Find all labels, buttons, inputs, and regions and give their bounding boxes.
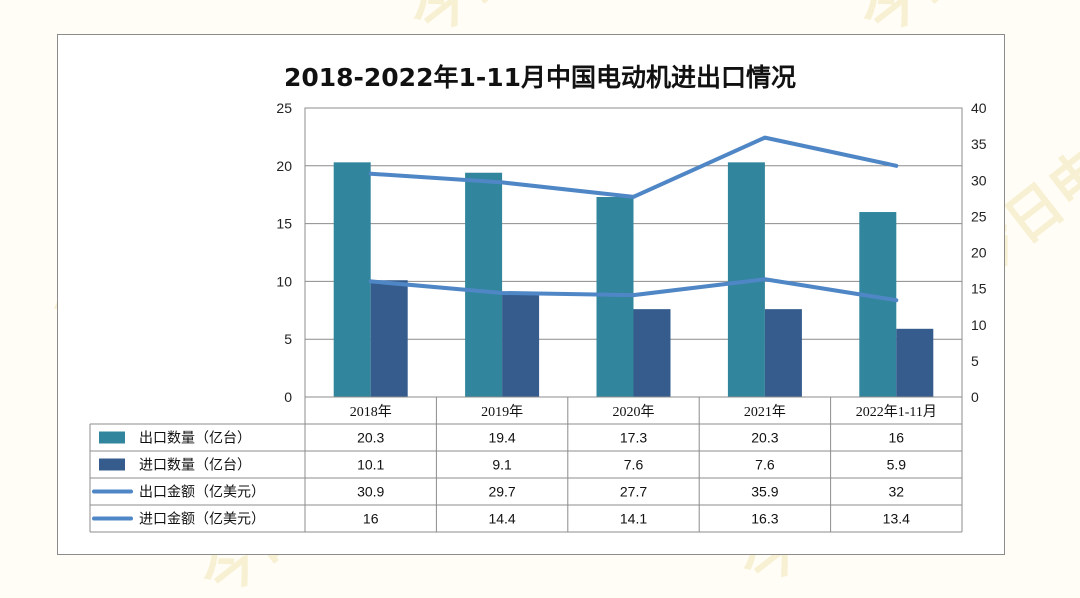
table-cell: 14.4: [488, 511, 515, 527]
table-cell: 13.4: [883, 511, 910, 527]
y-left-tick-label: 25: [276, 100, 292, 116]
bar-export-qty: [859, 212, 897, 397]
y-right-tick-label: 25: [971, 208, 987, 224]
table-cell: 5.9: [887, 457, 907, 473]
bar-import-qty: [896, 328, 934, 397]
y-left-tick-label: 20: [276, 158, 292, 174]
table-cell: 7.6: [624, 457, 644, 473]
bar-export-qty: [465, 172, 503, 397]
y-left-tick-label: 10: [276, 273, 292, 289]
table-cell: 16: [889, 430, 905, 446]
table-cell: 16: [363, 511, 379, 527]
legend-label: 进口数量（亿台）: [139, 458, 251, 474]
line-import-value: [368, 277, 899, 303]
y-left-tick-label: 15: [276, 216, 292, 232]
bar-import-qty: [764, 309, 802, 397]
table-cell: 20.3: [357, 430, 384, 446]
y-right-tick-label: 10: [971, 317, 987, 333]
table-cell: 29.7: [488, 484, 515, 500]
table-cell: 10.1: [357, 457, 384, 473]
table-cell: 27.7: [620, 484, 647, 500]
table-cell: 17.3: [620, 430, 647, 446]
table-cell: 30.9: [357, 484, 384, 500]
bar-export-qty: [333, 162, 371, 397]
bar-import-qty: [633, 309, 671, 397]
y-right-tick-label: 5: [971, 353, 979, 369]
x-category-label: 2022年1-11月: [856, 404, 937, 420]
legend-label: 进口金额（亿美元）: [139, 512, 265, 528]
y-right-tick-label: 0: [971, 389, 979, 405]
table-cell: 19.4: [488, 430, 515, 446]
legend-swatch: [99, 431, 125, 444]
y-right-tick-label: 20: [971, 245, 987, 261]
table-cell: 7.6: [755, 457, 775, 473]
bar-import-qty: [370, 280, 408, 397]
table-cell: 20.3: [751, 430, 778, 446]
x-category-label: 2019年: [481, 404, 523, 420]
y-right-tick-label: 30: [971, 172, 987, 188]
x-category-label: 2018年: [350, 404, 392, 420]
x-category-label: 2021年: [744, 404, 786, 420]
y-left-tick-label: 5: [284, 331, 292, 347]
table-cell: 32: [889, 484, 905, 500]
y-left-tick-label: 0: [284, 389, 292, 405]
table-cell: 9.1: [492, 457, 512, 473]
legend-swatch: [99, 458, 125, 471]
bar-import-qty: [502, 291, 540, 397]
line-export-value: [368, 135, 899, 199]
chart-title: 2018-2022年1-11月中国电动机进出口情况: [283, 63, 797, 92]
legend-label: 出口数量（亿台）: [139, 431, 251, 447]
y-right-tick-label: 35: [971, 136, 987, 152]
table-cell: 35.9: [751, 484, 778, 500]
table-cell: 14.1: [620, 511, 647, 527]
y-right-tick-label: 15: [971, 281, 987, 297]
table-cell: 16.3: [751, 511, 778, 527]
x-category-label: 2020年: [613, 404, 655, 420]
legend-label: 出口金额（亿美元）: [139, 485, 265, 501]
y-right-tick-label: 40: [971, 100, 987, 116]
